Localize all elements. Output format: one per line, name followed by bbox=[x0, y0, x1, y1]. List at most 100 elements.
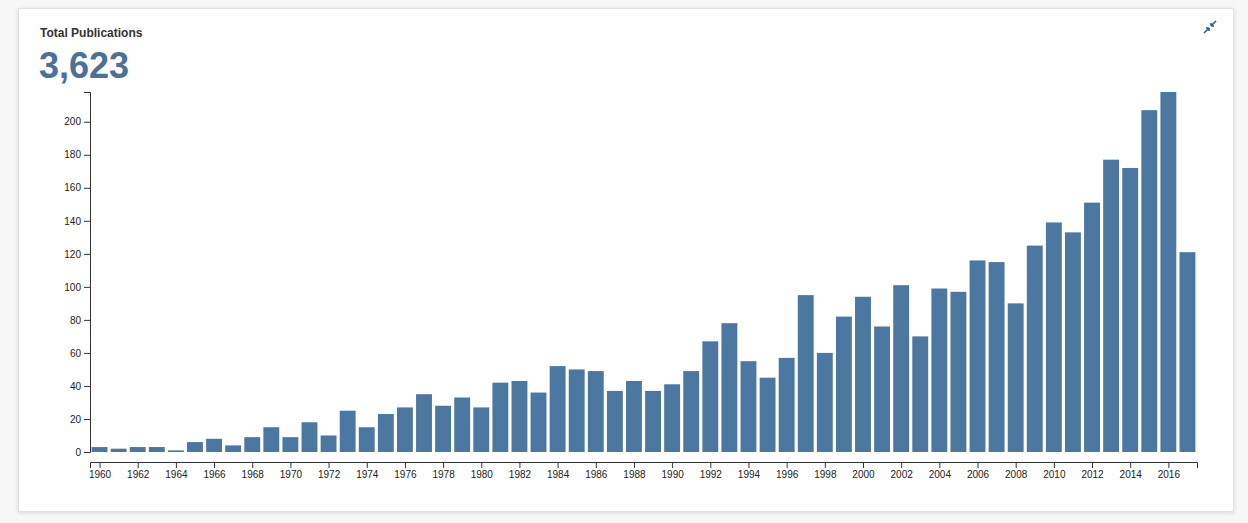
x-tick: 1980 bbox=[471, 462, 494, 480]
y-tick: 40 bbox=[70, 381, 90, 392]
x-tick-label: 1974 bbox=[356, 469, 379, 480]
bar bbox=[760, 378, 776, 452]
x-tick: 1966 bbox=[203, 462, 226, 480]
y-tick-label: 160 bbox=[64, 182, 81, 193]
x-tick-label: 1980 bbox=[471, 469, 494, 480]
x-tick-label: 1968 bbox=[242, 469, 265, 480]
y-tick-mark bbox=[84, 320, 90, 321]
bar bbox=[416, 394, 432, 452]
bar bbox=[149, 447, 165, 452]
y-tick: 60 bbox=[70, 348, 90, 359]
bar bbox=[473, 407, 489, 452]
bar bbox=[874, 326, 890, 452]
x-tick-mark bbox=[634, 462, 635, 468]
x-tick-mark bbox=[519, 462, 520, 468]
y-tick-label: 180 bbox=[64, 149, 81, 160]
y-tick-mark bbox=[84, 254, 90, 255]
y-tick-label: 0 bbox=[75, 447, 81, 458]
y-tick: 180 bbox=[64, 149, 90, 160]
y-tick-label: 60 bbox=[70, 348, 82, 359]
x-tick: 1986 bbox=[585, 462, 608, 480]
bar bbox=[454, 398, 470, 452]
x-tick-label: 1976 bbox=[394, 469, 417, 480]
bar bbox=[111, 449, 127, 452]
x-tick-label: 1972 bbox=[318, 469, 341, 480]
y-tick: 140 bbox=[64, 216, 90, 227]
x-tick-label: 1962 bbox=[127, 469, 150, 480]
x-tick-label: 2002 bbox=[891, 469, 914, 480]
y-tick: 20 bbox=[70, 414, 90, 425]
x-tick: 1976 bbox=[394, 462, 417, 480]
icon-arrow bbox=[1211, 21, 1216, 26]
collapse-icon[interactable] bbox=[1204, 21, 1216, 33]
bar bbox=[912, 336, 928, 452]
x-tick-mark bbox=[443, 462, 444, 468]
x-tick: 2006 bbox=[967, 462, 990, 480]
x-tick-mark bbox=[100, 462, 101, 468]
x-tick-mark bbox=[1092, 462, 1093, 468]
bar bbox=[798, 295, 814, 452]
x-tick: 1994 bbox=[738, 462, 761, 480]
x-tick-mark bbox=[481, 462, 482, 468]
title: Total Publications bbox=[40, 26, 143, 40]
bar bbox=[359, 427, 375, 452]
y-tick-label: 100 bbox=[64, 282, 81, 293]
bar bbox=[1141, 110, 1157, 452]
x-axis: 1960196219641966196819701972197419761978… bbox=[89, 462, 1198, 480]
bar bbox=[225, 445, 241, 452]
x-tick-mark bbox=[558, 462, 559, 468]
bar bbox=[244, 437, 260, 452]
x-tick: 1962 bbox=[127, 462, 150, 480]
bar bbox=[435, 406, 451, 452]
y-tick: 160 bbox=[64, 182, 90, 193]
bar bbox=[340, 411, 356, 452]
bar bbox=[263, 427, 279, 452]
y-tick: 100 bbox=[64, 282, 90, 293]
x-tick-label: 2010 bbox=[1043, 469, 1066, 480]
x-tick: 2012 bbox=[1081, 462, 1104, 480]
x-tick: 1972 bbox=[318, 462, 341, 480]
y-tick-mark bbox=[84, 155, 90, 156]
bar bbox=[1122, 168, 1138, 452]
x-tick: 1960 bbox=[89, 462, 112, 480]
bar bbox=[721, 323, 737, 452]
x-tick: 2002 bbox=[891, 462, 914, 480]
y-tick-label: 40 bbox=[70, 381, 82, 392]
y-tick: 0 bbox=[75, 447, 90, 458]
x-tick-mark bbox=[1016, 462, 1017, 468]
bar bbox=[893, 285, 909, 452]
x-tick-label: 1988 bbox=[623, 469, 646, 480]
y-tick: 80 bbox=[70, 315, 90, 326]
bar bbox=[607, 391, 623, 452]
bar bbox=[645, 391, 661, 452]
card bbox=[19, 9, 1234, 512]
x-tick-label: 1990 bbox=[662, 469, 685, 480]
bar bbox=[855, 297, 871, 452]
x-tick-label: 1996 bbox=[776, 469, 799, 480]
bar bbox=[588, 371, 604, 452]
x-tick: 1982 bbox=[509, 462, 532, 480]
bar bbox=[569, 369, 585, 452]
bar bbox=[1027, 246, 1043, 452]
y-tick: 200 bbox=[64, 116, 90, 127]
bar bbox=[492, 383, 508, 452]
x-tick-mark bbox=[710, 462, 711, 468]
bar bbox=[187, 442, 203, 452]
bar bbox=[950, 292, 966, 452]
bar bbox=[1065, 232, 1081, 452]
bar bbox=[130, 447, 146, 452]
x-tick-label: 1960 bbox=[89, 469, 112, 480]
x-tick-mark bbox=[1054, 462, 1055, 468]
bar bbox=[626, 381, 642, 452]
x-tick: 1998 bbox=[814, 462, 837, 480]
x-tick-label: 2000 bbox=[852, 469, 875, 480]
x-tick-label: 1992 bbox=[700, 469, 723, 480]
x-tick-mark bbox=[214, 462, 215, 468]
y-axis-line bbox=[84, 93, 91, 453]
bar bbox=[664, 384, 680, 452]
x-tick: 2008 bbox=[1005, 462, 1028, 480]
x-tick-mark bbox=[290, 462, 291, 468]
bar bbox=[397, 407, 413, 452]
bar bbox=[683, 371, 699, 452]
y-tick-label: 140 bbox=[64, 216, 81, 227]
